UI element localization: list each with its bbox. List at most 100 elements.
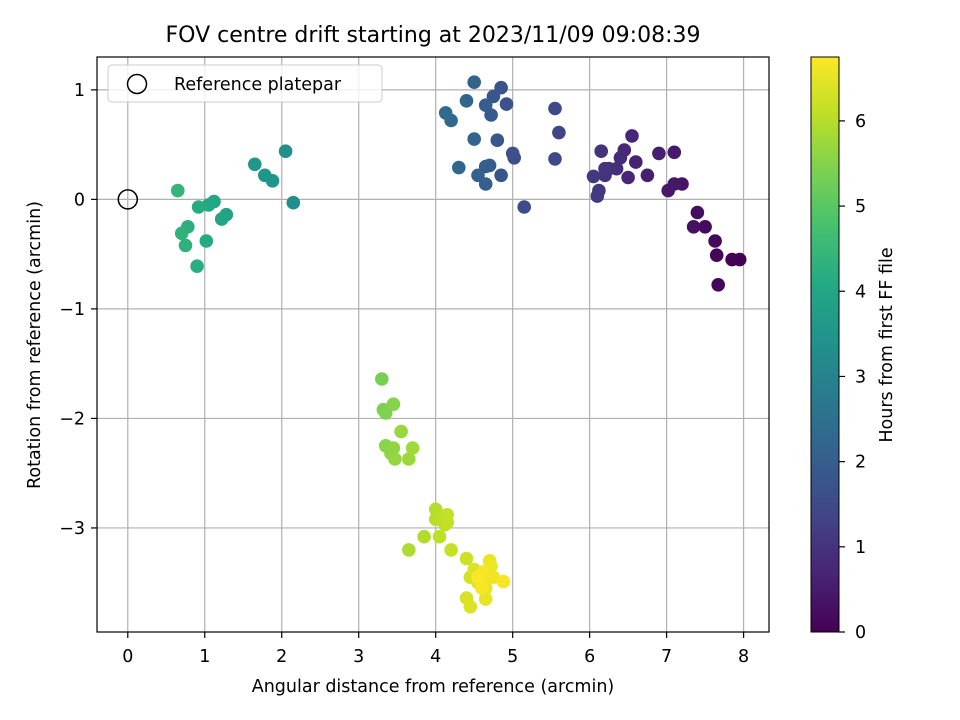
data-point — [499, 97, 514, 111]
data-point — [625, 129, 639, 143]
data-point — [494, 80, 508, 95]
data-point — [459, 551, 474, 566]
data-point — [475, 581, 489, 595]
data-point — [459, 94, 474, 108]
x-tick-label: 7 — [661, 647, 672, 667]
data-point — [552, 125, 566, 140]
data-point — [467, 75, 482, 89]
data-point — [452, 160, 466, 175]
data-point — [386, 397, 401, 412]
x-axis-ticks: 0 1 2 3 4 5 6 7 8 — [122, 632, 749, 667]
data-point — [438, 106, 453, 120]
data-point — [594, 144, 608, 158]
x-tick-label: 3 — [353, 647, 364, 667]
data-point — [171, 183, 185, 198]
data-point — [586, 169, 601, 184]
grid-lines — [97, 57, 769, 632]
data-point — [278, 144, 293, 158]
data-point — [686, 220, 701, 234]
data-point — [402, 452, 416, 466]
colorbar-tick-label: 4 — [855, 282, 866, 302]
x-tick-label: 4 — [430, 647, 441, 667]
data-point — [667, 145, 682, 160]
data-point — [467, 132, 482, 146]
data-point — [711, 278, 725, 292]
data-point — [494, 168, 508, 183]
y-tick-label: −3 — [59, 519, 85, 539]
data-point — [388, 452, 402, 466]
x-tick-label: 6 — [584, 647, 595, 667]
data-point — [548, 152, 562, 166]
data-point — [191, 200, 206, 214]
data-point — [598, 161, 612, 176]
x-tick-label: 8 — [738, 647, 749, 667]
data-point — [178, 238, 193, 253]
y-tick-label: 0 — [74, 190, 85, 210]
data-point — [478, 159, 493, 174]
y-axis-label: Rotation from reference (arcmin) — [25, 201, 45, 489]
data-point — [708, 234, 722, 248]
data-point — [590, 189, 605, 203]
data-point — [478, 592, 493, 606]
data-point — [478, 98, 493, 112]
data-point — [402, 543, 416, 557]
data-point — [709, 248, 724, 262]
colorbar-tick-label: 5 — [855, 197, 866, 217]
data-point — [286, 195, 301, 210]
data-point — [174, 226, 189, 241]
reference-marker-group — [117, 189, 139, 210]
data-point — [486, 89, 501, 104]
legend-entry-label: Reference platepar — [174, 75, 342, 95]
data-point — [375, 372, 389, 386]
data-point — [248, 157, 262, 172]
data-point — [613, 151, 628, 165]
data-point — [214, 212, 229, 226]
colorbar-label: Hours from first FF file — [877, 247, 897, 442]
x-tick-label: 2 — [276, 647, 287, 667]
data-point — [258, 168, 272, 183]
colorbar-tick-label: 6 — [855, 112, 866, 132]
x-axis-label: Angular distance from reference (arcmin) — [252, 677, 615, 697]
data-point — [725, 252, 739, 267]
data-point — [394, 424, 408, 439]
data-point — [440, 515, 455, 530]
colorbar-tick-label: 3 — [855, 367, 866, 387]
colorbar-tick-label: 2 — [855, 453, 866, 473]
y-tick-label: −2 — [59, 409, 85, 429]
data-point — [386, 441, 401, 455]
data-point — [661, 183, 675, 198]
colorbar-ticks: 0 1 2 3 4 5 6 — [839, 112, 866, 643]
colorbar-tick-label: 1 — [855, 538, 866, 558]
data-point — [478, 177, 493, 191]
data-point — [471, 168, 485, 183]
data-point — [444, 543, 458, 557]
data-point — [378, 406, 393, 420]
x-tick-label: 1 — [199, 647, 210, 667]
data-point — [190, 259, 204, 274]
data-point — [505, 146, 520, 161]
plot-frame — [96, 56, 770, 633]
y-axis-ticks: 1 0 −1 −2 −3 — [59, 81, 97, 539]
legend: Reference platepar — [107, 64, 383, 103]
y-tick-label: 1 — [74, 81, 85, 101]
data-point — [690, 205, 705, 220]
legend-marker-icon — [126, 73, 148, 95]
colorbar-tick-label: 0 — [855, 623, 866, 643]
data-point — [640, 168, 655, 183]
data-point — [471, 570, 485, 584]
data-point — [652, 146, 666, 161]
chart-title: FOV centre drift starting at 2023/11/09 … — [166, 23, 701, 48]
data-point — [629, 155, 643, 169]
data-point — [405, 441, 420, 455]
data-point — [432, 529, 447, 544]
reference-platepar-marker — [117, 189, 139, 210]
data-point — [199, 234, 214, 248]
data-point — [698, 220, 712, 234]
data-point — [463, 600, 478, 614]
legend-box — [107, 64, 383, 103]
y-tick-label: −1 — [59, 300, 85, 320]
data-point — [517, 200, 531, 214]
data-point — [496, 574, 511, 589]
